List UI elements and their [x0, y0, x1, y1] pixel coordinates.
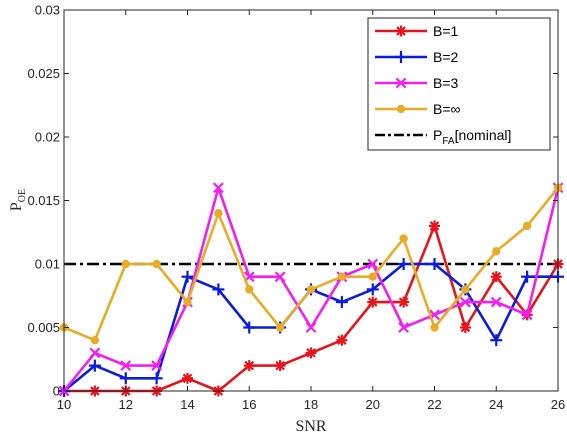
- series-1-point: [182, 372, 193, 384]
- series-2-point: [88, 359, 101, 372]
- series-2-point: [243, 321, 256, 334]
- x-tick-label: 26: [551, 397, 565, 412]
- series-3-point: [459, 296, 471, 308]
- series-4-point: [461, 285, 470, 294]
- series-1-point: [398, 296, 410, 308]
- legend-entries: B=1 B=2 B=3 B=∞ PFA[nominal]: [375, 23, 511, 147]
- series-3-point: [490, 296, 502, 308]
- x-tick-label: 10: [57, 397, 71, 412]
- legend-entry-2-label: B=2: [433, 49, 459, 65]
- y-axis-title: POE: [8, 189, 28, 211]
- series-3-point: [398, 322, 410, 333]
- series-2-point: [181, 270, 194, 283]
- series-4-point: [492, 247, 501, 256]
- y-tick-label: 0.005: [27, 320, 60, 335]
- x-tick-label: 22: [427, 397, 441, 412]
- data-layer: [58, 182, 564, 397]
- legend-entry-1-marker: [395, 25, 407, 37]
- series-2-point: [119, 372, 132, 385]
- y-tick-label: 0.02: [35, 130, 60, 145]
- series-4-point: [337, 272, 347, 281]
- x-tick-label: 12: [119, 397, 133, 412]
- series-2-point: [521, 270, 534, 283]
- ticks-layer: 10 12 14 16 18 20 22 24 26 0 0.005 0.01 0.015 0.02 0.0…: [27, 3, 565, 413]
- x-axis-title: SNR: [295, 418, 326, 435]
- series-4-point: [90, 336, 100, 345]
- series-2-point: [397, 258, 410, 270]
- series-4-point: [275, 323, 285, 332]
- y-tick-label: 0.015: [27, 193, 60, 208]
- series-2-point: [150, 372, 163, 385]
- series-3-point: [274, 271, 286, 283]
- y-axis-title-sub: OE: [17, 189, 28, 202]
- legend-entry-2-marker: [395, 51, 407, 63]
- series-4-point: [306, 285, 316, 294]
- legend-entry-3-label: B=3: [433, 75, 459, 91]
- series-2-point: [428, 258, 441, 270]
- x-tick-label: 16: [242, 397, 256, 412]
- series-3-point: [151, 360, 163, 371]
- series-1-point: [336, 334, 348, 346]
- series-3-point: [521, 309, 533, 321]
- legend-entry-1-label: B=1: [433, 23, 459, 39]
- series-4-point: [430, 323, 439, 332]
- series-4-point: [214, 209, 223, 218]
- series-3-point: [305, 322, 317, 333]
- series-4-point: [368, 272, 377, 281]
- series-1-point: [490, 271, 502, 283]
- legend-entry-4-label: B=∞: [433, 101, 461, 117]
- legend-entry-4-marker: [396, 104, 406, 114]
- series-2-point: [490, 334, 503, 347]
- series-4-point: [522, 221, 532, 231]
- y-tick-label: 0.01: [35, 257, 60, 272]
- series-3-point: [212, 182, 224, 194]
- legend-entry-reference-label: PFA[nominal]: [433, 127, 511, 147]
- series-2-point: [366, 283, 379, 296]
- series-1-point: [429, 220, 440, 232]
- series-1-point: [274, 360, 286, 372]
- legend: B=1 B=2 B=3 B=∞ PFA[nominal]: [367, 17, 551, 151]
- series-4-point: [183, 297, 192, 307]
- series-1-point: [243, 360, 255, 372]
- series-4-point: [399, 234, 408, 243]
- series-2-point: [212, 283, 225, 296]
- series-1-point: [459, 322, 471, 333]
- y-tick-label: 0: [53, 384, 60, 399]
- x-tick-label: 24: [489, 397, 503, 412]
- y-tick-label: 0.025: [27, 66, 60, 81]
- series-4-point: [245, 285, 254, 294]
- series-3-point: [367, 258, 379, 270]
- x-tick-label: 20: [366, 397, 380, 412]
- legend-entry-3-marker: [395, 77, 407, 89]
- series-4-point: [121, 259, 130, 269]
- x-tick-label: 18: [304, 397, 318, 412]
- series-1-point: [305, 347, 317, 359]
- series-3-point: [120, 360, 132, 371]
- y-tick-label: 0.03: [35, 3, 60, 18]
- series-1-point: [367, 296, 379, 308]
- x-tick-label: 14: [180, 397, 194, 412]
- series-3-point: [89, 347, 101, 359]
- series-4-point: [152, 259, 161, 269]
- y-axis-title-main: P: [8, 202, 25, 211]
- series-2-point: [335, 296, 348, 309]
